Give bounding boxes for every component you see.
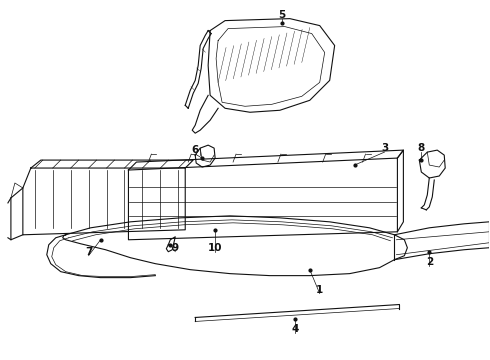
Text: 2: 2 [426, 257, 433, 267]
Text: 7: 7 [85, 247, 92, 257]
Text: 8: 8 [417, 143, 425, 153]
Text: 9: 9 [172, 243, 179, 253]
Text: 1: 1 [316, 284, 323, 294]
Text: 3: 3 [381, 143, 388, 153]
Text: 5: 5 [278, 10, 286, 20]
Text: 10: 10 [208, 243, 222, 253]
Text: 4: 4 [291, 324, 298, 334]
Text: 6: 6 [192, 145, 199, 155]
